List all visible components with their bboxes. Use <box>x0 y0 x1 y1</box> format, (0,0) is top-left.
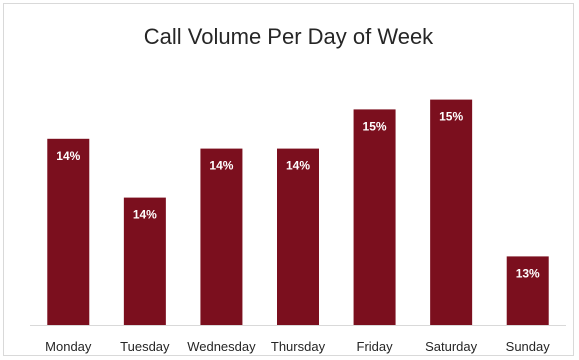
bar-monday <box>47 138 90 325</box>
bar-wednesday <box>200 148 243 325</box>
data-label-friday: 15% <box>363 119 387 133</box>
data-label-sunday: 13% <box>516 266 540 280</box>
labels-group: 14% Monday 14% Tuesday 14% Wednesday 14% Thursd… <box>45 110 550 354</box>
data-label-wednesday: 14% <box>209 159 233 173</box>
data-label-saturday: 15% <box>439 110 463 124</box>
x-tick-label-friday: Friday <box>357 339 394 354</box>
x-tick-label-thursday: Thursday <box>271 339 326 354</box>
data-label-tuesday: 14% <box>133 208 157 222</box>
x-tick-label-monday: Monday <box>45 339 92 354</box>
bar-sunday <box>506 256 549 325</box>
chart-title: Call Volume Per Day of Week <box>143 24 434 49</box>
bar-thursday <box>277 148 319 325</box>
bar-friday <box>353 109 396 326</box>
bar-tuesday <box>123 197 166 325</box>
x-tick-label-wednesday: Wednesday <box>187 339 256 354</box>
data-label-monday: 14% <box>56 149 80 163</box>
x-tick-label-tuesday: Tuesday <box>120 339 170 354</box>
x-tick-label-saturday: Saturday <box>425 339 478 354</box>
data-label-thursday: 14% <box>286 159 310 173</box>
bar-saturday <box>430 99 473 325</box>
bars-group <box>47 99 549 326</box>
x-tick-label-sunday: Sunday <box>506 339 551 354</box>
